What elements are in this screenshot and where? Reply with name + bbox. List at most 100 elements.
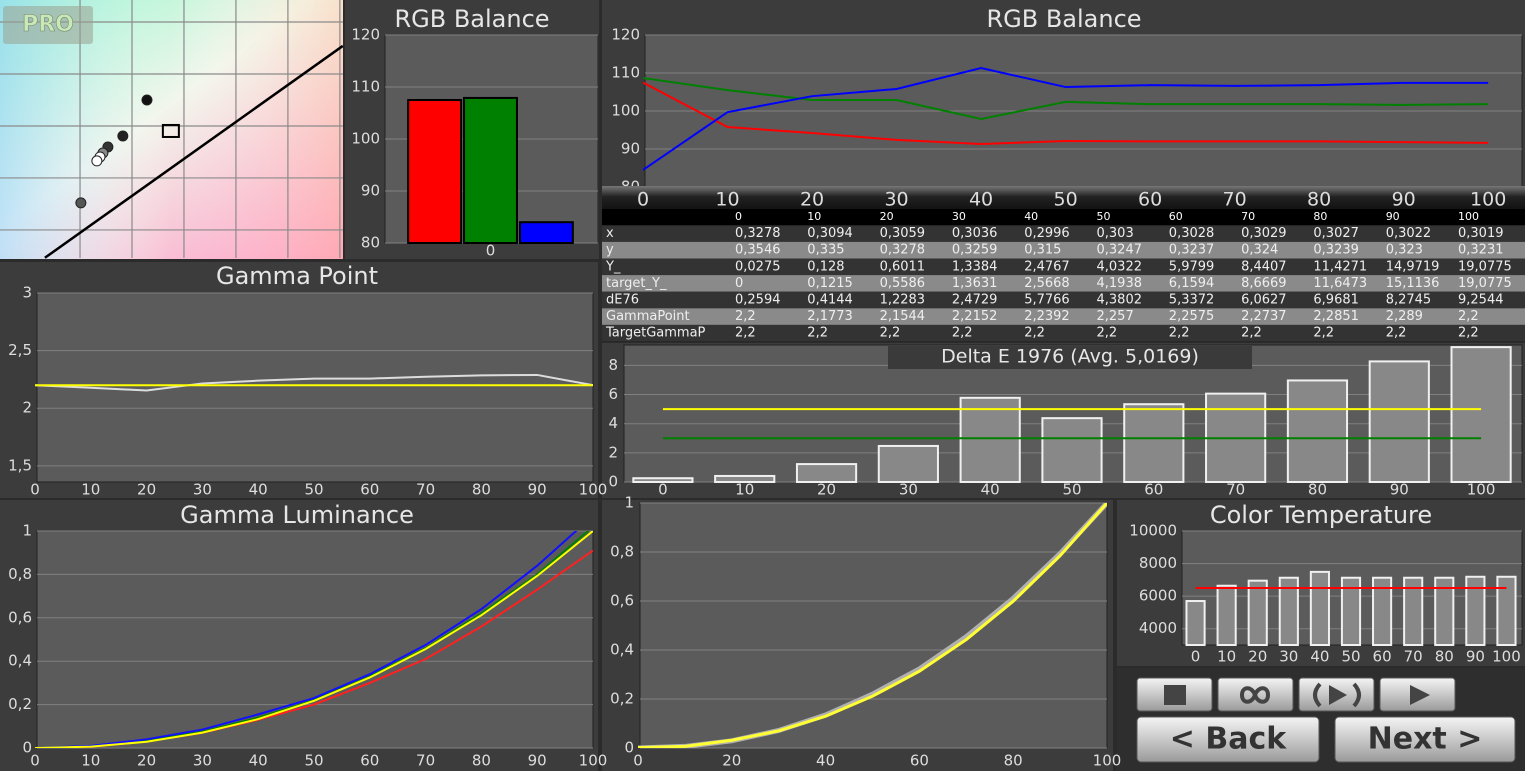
x-tick-label: 40 — [816, 752, 835, 770]
back-label[interactable]: < Back — [1170, 722, 1287, 757]
x-tick-label: 90 — [1390, 481, 1409, 499]
series-line — [643, 67, 1489, 171]
table-cell: 0,3278 — [880, 243, 926, 258]
table-cell: 1,3631 — [952, 276, 998, 291]
x-tick-label: 80 — [472, 752, 491, 770]
table-cell: 5,9799 — [1169, 259, 1215, 274]
axis-header — [602, 186, 1525, 210]
table-cell: 0,3546 — [735, 243, 781, 258]
button-face[interactable] — [1136, 716, 1320, 763]
x-tick-label: 20 — [817, 481, 836, 499]
measured-point — [141, 94, 153, 106]
table-cell: 0,3259 — [952, 243, 998, 258]
table-cell: 0,5586 — [880, 276, 926, 291]
y-tick-label: 6000 — [1139, 587, 1177, 605]
table-header-row — [602, 209, 1525, 226]
x-tick-label: 0 — [637, 189, 649, 211]
row-label: Y_ — [605, 259, 621, 274]
button-face[interactable] — [1334, 716, 1516, 763]
next-label[interactable]: Next > — [1368, 722, 1483, 757]
y-tick-label: 10000 — [1129, 522, 1177, 540]
play-loop-button[interactable] — [1298, 677, 1375, 712]
x-tick-label: 0 — [658, 481, 668, 499]
table-cell: 0,3036 — [952, 226, 998, 241]
y-tick-label: 0,4 — [610, 641, 634, 659]
y-tick-label: 0 — [624, 739, 634, 757]
table-cell: 1,2283 — [880, 293, 926, 308]
x-tick-label: 60 — [910, 752, 929, 770]
x-tick-label: 70 — [1223, 189, 1247, 211]
next-button[interactable]: Next > — [1334, 716, 1516, 763]
y-tick-label: 2 — [608, 443, 618, 461]
table-cell: 0,1215 — [807, 276, 853, 291]
table-cell: 0,335 — [807, 243, 844, 258]
x-tick-label: 70 — [1226, 481, 1245, 499]
row-label: x — [606, 226, 614, 241]
table-cell: 0,315 — [1024, 243, 1061, 258]
x-tick-label: 50 — [1054, 189, 1078, 211]
bar — [795, 463, 858, 483]
table-row — [602, 241, 1525, 259]
chart: 80 90 100 110 120 RGB Balance 0 — [351, 5, 599, 260]
x-tick-label: 50 — [304, 481, 323, 499]
x-tick-label: 90 — [528, 481, 547, 499]
x-tick-label: 0 — [30, 752, 40, 770]
x-tick-label: 100 — [1093, 752, 1122, 770]
plot-area — [36, 530, 594, 749]
back-button[interactable]: < Back — [1136, 716, 1320, 763]
table-cell: 0,323 — [1386, 243, 1423, 258]
table-cell: 19,0775 — [1458, 259, 1512, 274]
table-cell: 5,7766 — [1024, 293, 1070, 308]
y-tick-label: 0,2 — [610, 690, 634, 708]
chart: 0 2 4 6 8 Delta E 1976 (Avg. 5,0169) 0 10 20 30 40… — [608, 344, 1523, 499]
table-row — [602, 258, 1525, 276]
x-tick-label: 20 — [1248, 648, 1267, 666]
badge: PRO — [22, 12, 74, 37]
table-cell: 8,4407 — [1241, 259, 1287, 274]
series-line — [643, 76, 1489, 121]
x-tick-label: 0 — [633, 752, 643, 770]
bar — [632, 477, 694, 484]
column-header: 100 — [1458, 210, 1479, 223]
bar — [1465, 575, 1486, 647]
table-cell: 5,3372 — [1169, 293, 1215, 308]
table-cell: 0,3247 — [1097, 243, 1143, 258]
table-cell: 4,0322 — [1097, 259, 1143, 274]
table-cell: 2,2152 — [952, 309, 998, 324]
x-tick-label: 50 — [1062, 481, 1081, 499]
series-line — [638, 503, 1107, 748]
bar — [1450, 346, 1512, 483]
y-tick-label: 2 — [22, 399, 32, 417]
y-tick-label: 0,8 — [8, 565, 32, 583]
buttons: < Back Next > — [1136, 677, 1516, 763]
paren-icon — [1313, 682, 1361, 708]
bar — [1368, 360, 1430, 483]
stop-button[interactable] — [1136, 677, 1213, 712]
bar — [1216, 584, 1237, 646]
measured-point — [91, 155, 103, 167]
series-line — [643, 81, 1489, 146]
table-cell: 2,2 — [880, 326, 901, 341]
x-tick-label: 10 — [81, 752, 100, 770]
x-tick-label: 100 — [1467, 481, 1496, 499]
table-cell: 0,3231 — [1458, 243, 1504, 258]
y-tick-label: 1,5 — [8, 456, 32, 474]
y-tick-label: 1 — [624, 494, 634, 512]
y-tick-label: 0,4 — [8, 652, 32, 670]
bar — [407, 99, 463, 244]
play-button[interactable] — [1379, 677, 1456, 712]
bar — [463, 96, 518, 244]
loop-button[interactable] — [1217, 677, 1294, 712]
x-tick-label: 100 — [579, 481, 608, 499]
table-cell: 0,3278 — [735, 226, 781, 241]
table-cell: 0,3239 — [1313, 243, 1359, 258]
column-header: 10 — [807, 210, 821, 223]
x-tick-label: 40 — [981, 481, 1000, 499]
series-line — [35, 531, 593, 748]
x-tick-label: 80 — [472, 481, 491, 499]
y-tick-label: 8 — [608, 356, 618, 374]
y-tick-label: 4000 — [1139, 619, 1177, 637]
table-cell: 4,3802 — [1097, 293, 1143, 308]
x-tick-label: 40 — [249, 752, 268, 770]
